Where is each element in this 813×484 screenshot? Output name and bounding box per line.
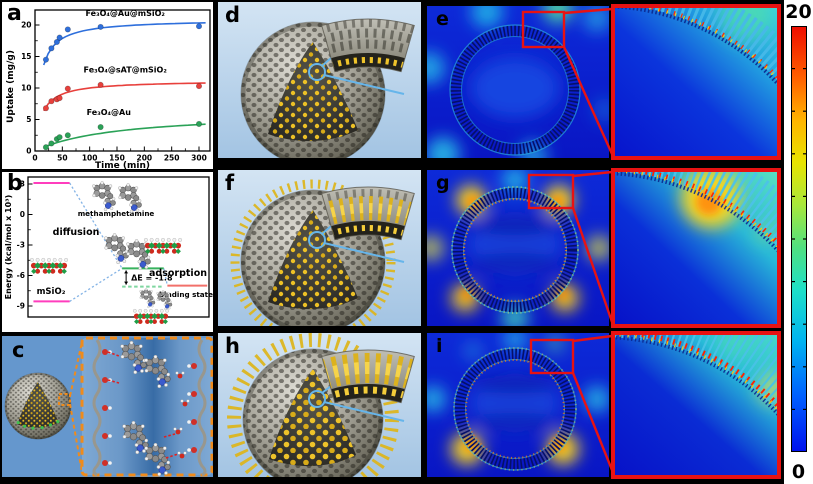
- panel-letter-e: e: [436, 8, 449, 30]
- panel-e-field-map: e: [427, 6, 609, 158]
- molecular-zoom-box: [80, 336, 213, 477]
- svg-text:250: 250: [164, 154, 180, 163]
- svg-text:50: 50: [57, 154, 67, 163]
- zoom-marker-circle: [308, 231, 326, 249]
- svg-text:binding state: binding state: [159, 290, 213, 299]
- uptake-chart-svg: 0 50 100 150 200 250 300 0 5 10 15 20 Time (min) Upta…: [6, 9, 211, 169]
- svg-text:Fe₃O₄@Au@mSiO₂: Fe₃O₄@Au@mSiO₂: [86, 9, 166, 18]
- zoom-marker-circle: [308, 63, 326, 81]
- svg-text:Fe₃O₄@Au: Fe₃O₄@Au: [87, 108, 132, 117]
- silanol-groups: [102, 349, 197, 466]
- field-map-i: [427, 333, 609, 477]
- zoom-region-box: [529, 338, 575, 375]
- sphere-f-illustration: [218, 170, 421, 326]
- panel-c-binding-illustration: c: [2, 336, 213, 477]
- panel-letter-a: a: [7, 2, 22, 26]
- energy-diagram-svg: 3 0 -3 -6 -9 Energy (kcal/mol x 10³) ΔE = -1.8…: [4, 176, 213, 325]
- panel-i-field-map: i: [427, 333, 609, 477]
- zoom-region-box: [521, 10, 566, 49]
- svg-text:300: 300: [191, 154, 207, 163]
- svg-text:Uptake (mg/g): Uptake (mg/g): [6, 50, 16, 123]
- colorbar-min-label: 0: [791, 461, 806, 483]
- svg-text:Time (min): Time (min): [95, 161, 150, 169]
- svg-text:diffusion: diffusion: [53, 227, 100, 238]
- svg-text:mSiO₂: mSiO₂: [37, 287, 66, 297]
- panel-d-sphere: d: [218, 2, 421, 158]
- svg-text:-3: -3: [17, 241, 25, 250]
- zoom-view-i: [611, 331, 781, 479]
- panel-f-sphere: f: [218, 170, 421, 326]
- svg-text:Fe₃O₄@sAT@mSiO₂: Fe₃O₄@sAT@mSiO₂: [84, 65, 168, 74]
- panel-h-sphere: h: [218, 333, 421, 477]
- svg-text:15: 15: [21, 52, 31, 61]
- svg-text:ΔE = -1.8: ΔE = -1.8: [131, 274, 173, 283]
- panel-letter-g: g: [436, 172, 450, 194]
- field-map-e: [427, 6, 609, 158]
- wedge-inset: [321, 18, 415, 72]
- svg-text:adsorption: adsorption: [149, 268, 207, 279]
- zoom-source-box: [58, 393, 71, 406]
- svg-text:Energy (kcal/mol x 10³): Energy (kcal/mol x 10³): [4, 195, 13, 300]
- panel-letter-b: b: [7, 172, 23, 196]
- sphere-h-illustration: [218, 333, 421, 477]
- molecule-illustrations: [29, 181, 183, 325]
- colorbar: 20 0: [784, 0, 813, 484]
- sphere-d-illustration: [218, 2, 421, 158]
- svg-text:150: 150: [109, 154, 125, 163]
- panel-letter-i: i: [436, 335, 443, 357]
- hydrogen-bonds: [107, 351, 179, 459]
- svg-text:0: 0: [32, 154, 37, 163]
- zoom-view-g: [611, 168, 781, 328]
- binding-illustration-svg: [2, 336, 213, 477]
- panel-letter-f: f: [225, 171, 235, 195]
- panel-letter-h: h: [225, 334, 240, 358]
- svg-text:3: 3: [20, 180, 25, 189]
- wedge-inset: [321, 349, 415, 403]
- svg-text:methamphetamine: methamphetamine: [78, 209, 155, 218]
- svg-text:10: 10: [21, 84, 31, 93]
- silica-chains: [92, 339, 207, 477]
- zoom-marker-circle: [308, 390, 326, 408]
- panel-a-uptake-chart: a 0 50 100 150 200 250 300 0 5 10 15 20 Time (min) Up…: [2, 2, 213, 169]
- panel-letter-c: c: [12, 338, 25, 362]
- svg-text:0: 0: [26, 147, 31, 156]
- svg-text:5: 5: [26, 115, 31, 124]
- svg-text:200: 200: [137, 154, 153, 163]
- field-map-g: [427, 170, 609, 326]
- svg-text:0: 0: [20, 210, 25, 219]
- wedge-inset: [321, 186, 415, 240]
- panel-letter-d: d: [225, 3, 241, 27]
- svg-text:-6: -6: [17, 271, 25, 280]
- colorbar-ticks: [791, 67, 807, 410]
- svg-text:-9: -9: [17, 302, 25, 311]
- colorbar-max-label: 20: [785, 1, 812, 23]
- svg-text:100: 100: [82, 154, 98, 163]
- panel-g-field-map: g: [427, 170, 609, 326]
- zoom-region-box: [527, 173, 575, 210]
- zoom-view-e: [611, 4, 781, 160]
- svg-text:20: 20: [21, 21, 31, 30]
- panel-b-energy-diagram: b 3 0 -3 -6 -9 Energy (kcal/mol x 10³) ΔE = -1…: [2, 172, 213, 332]
